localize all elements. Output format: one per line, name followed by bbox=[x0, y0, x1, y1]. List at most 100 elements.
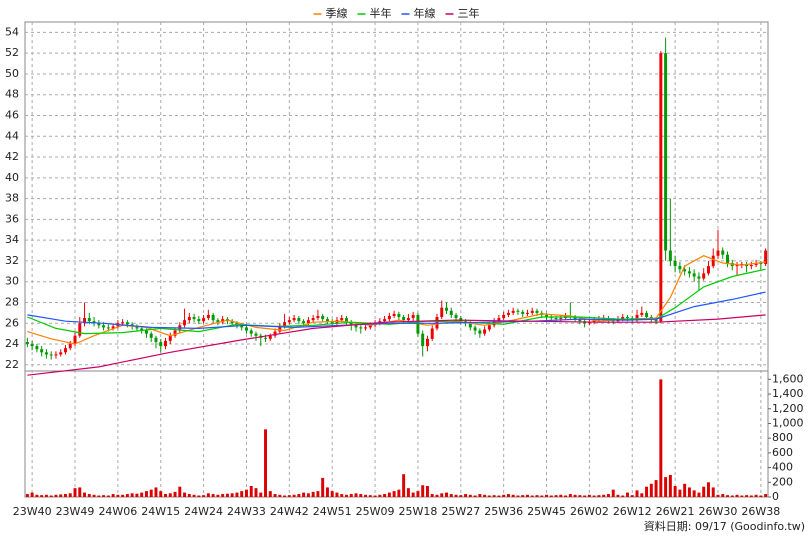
x-tick-label: 24W24 bbox=[184, 505, 223, 518]
volume-bar bbox=[125, 494, 129, 497]
candle-body bbox=[635, 314, 639, 321]
candle-body bbox=[83, 318, 87, 324]
candle-body bbox=[659, 53, 663, 322]
x-tick-label: 26W30 bbox=[699, 505, 738, 518]
candle-body bbox=[726, 254, 729, 264]
volume-bar bbox=[35, 494, 39, 497]
volume-bar bbox=[59, 494, 63, 497]
y2-tick-label: 800 bbox=[772, 431, 793, 444]
volume-bar bbox=[545, 494, 549, 497]
x-tick-label: 23W49 bbox=[56, 505, 95, 518]
volume-bar bbox=[183, 492, 187, 497]
volume-bar bbox=[359, 494, 363, 497]
y2-tick-label: 1,600 bbox=[772, 372, 804, 385]
volume-bar bbox=[30, 492, 34, 497]
legend-label: 季線 bbox=[326, 6, 348, 20]
candle-body bbox=[292, 318, 296, 321]
candle-body bbox=[735, 265, 739, 267]
volume-bar bbox=[459, 495, 463, 497]
volume-bar bbox=[321, 477, 325, 497]
volume-bar bbox=[645, 486, 649, 497]
volume-bar bbox=[249, 485, 253, 497]
volume-bar bbox=[687, 487, 691, 497]
volume-bar bbox=[202, 495, 206, 497]
candle-body bbox=[702, 273, 706, 279]
volume-bar bbox=[168, 493, 172, 497]
candle-body bbox=[321, 315, 325, 320]
volume-bar bbox=[559, 494, 563, 497]
volume-bar bbox=[54, 494, 58, 497]
candle-body bbox=[230, 321, 234, 324]
volume-bar bbox=[49, 495, 53, 497]
volume-bar bbox=[478, 494, 482, 497]
volume-bar bbox=[206, 493, 210, 497]
volume-bar bbox=[692, 490, 696, 497]
y-tick-label: 48 bbox=[5, 88, 19, 101]
candle-body bbox=[402, 317, 406, 321]
candle-body bbox=[97, 323, 101, 326]
volume-bar bbox=[278, 494, 282, 497]
volume-bar bbox=[230, 493, 234, 497]
volume-bar bbox=[392, 491, 396, 497]
candle-body bbox=[283, 322, 287, 327]
candle-body bbox=[64, 348, 67, 353]
volume-bar bbox=[349, 494, 353, 497]
candle-body bbox=[621, 317, 625, 320]
volume-bar bbox=[244, 489, 248, 497]
candle-body bbox=[140, 328, 144, 331]
volume-bar bbox=[173, 491, 177, 497]
candle-body bbox=[244, 327, 248, 331]
candle-body bbox=[511, 310, 515, 313]
candle-body bbox=[68, 344, 72, 349]
volume-bar bbox=[635, 490, 639, 497]
candle-body bbox=[111, 326, 115, 329]
volume-bar bbox=[292, 494, 296, 497]
candle-body bbox=[330, 321, 334, 324]
legend-label: 年線 bbox=[414, 6, 436, 20]
volume-bar bbox=[502, 494, 506, 497]
candle-body bbox=[211, 314, 215, 321]
volume-bar bbox=[397, 489, 401, 497]
candle-body bbox=[640, 312, 644, 315]
volume-bar bbox=[511, 494, 515, 497]
volume-bar bbox=[521, 495, 525, 497]
volume-bar bbox=[221, 494, 225, 497]
candle-body bbox=[449, 310, 453, 315]
volume-bar bbox=[587, 494, 591, 497]
volume-bar bbox=[68, 493, 72, 497]
candle-body bbox=[535, 310, 539, 313]
legend-label: 半年 bbox=[370, 6, 392, 20]
candle-body bbox=[664, 53, 668, 251]
candle-body bbox=[406, 318, 410, 321]
candle-body bbox=[468, 323, 472, 328]
candle-body bbox=[135, 326, 139, 329]
volume-bar bbox=[240, 491, 244, 497]
volume-bar bbox=[702, 486, 706, 497]
volume-bar bbox=[64, 494, 67, 497]
candle-body bbox=[254, 333, 258, 336]
volume-bar bbox=[97, 495, 101, 497]
candle-body bbox=[587, 322, 591, 324]
candle-body bbox=[716, 250, 720, 256]
candle-body bbox=[311, 318, 315, 321]
candle-body bbox=[354, 325, 358, 328]
candle-body bbox=[430, 328, 434, 339]
x-tick-label: 25W18 bbox=[398, 505, 437, 518]
volume-bar bbox=[516, 495, 520, 497]
volume-bar bbox=[421, 485, 425, 497]
volume-bar bbox=[592, 495, 596, 497]
candle-body bbox=[121, 322, 125, 324]
candle-body bbox=[278, 326, 282, 332]
y-tick-label: 46 bbox=[5, 108, 19, 121]
candle-body bbox=[249, 330, 253, 334]
candle-body bbox=[421, 333, 425, 347]
candle-body bbox=[497, 318, 501, 322]
volume-bar bbox=[649, 483, 653, 497]
candle-body bbox=[302, 321, 306, 324]
candle-body bbox=[483, 329, 487, 334]
y-tick-label: 44 bbox=[5, 129, 19, 142]
candle-body bbox=[25, 341, 29, 345]
candle-body bbox=[173, 330, 177, 336]
candle-body bbox=[626, 317, 629, 319]
